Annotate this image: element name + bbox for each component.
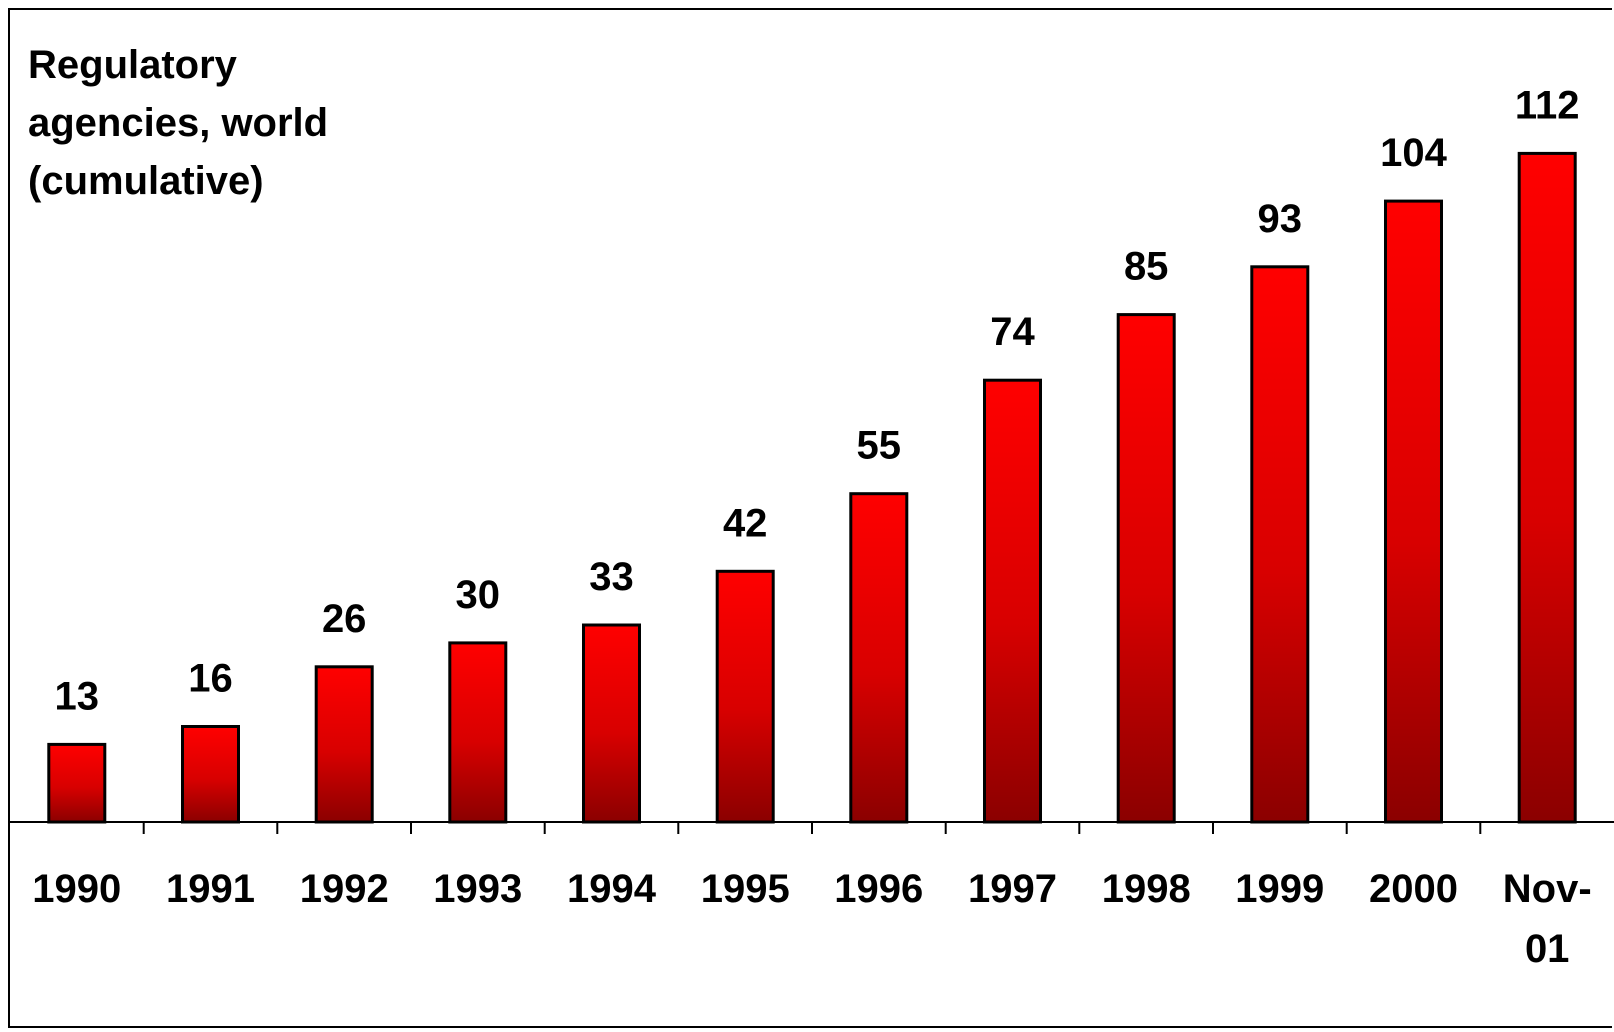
x-tick-label: Nov-01 (1503, 867, 1592, 971)
data-label: 26 (322, 597, 367, 641)
data-label: 42 (723, 501, 768, 545)
bar-1992 (314, 665, 374, 824)
x-tick-label: 1994 (567, 867, 657, 911)
x-axis: 1990 1991 1992 1993 1994 1995 1996 1997 1998 1999… (10, 821, 1614, 971)
x-tick-label: 2000 (1369, 867, 1458, 911)
bar-1995 (715, 569, 775, 824)
x-tick-label: 1996 (834, 867, 923, 911)
data-label: 33 (589, 555, 634, 599)
chart-frame (8, 8, 1612, 1028)
bar-1997 (983, 378, 1042, 824)
data-label: 104 (1380, 131, 1447, 175)
data-label: 16 (188, 657, 233, 701)
x-tick-label: 1992 (300, 867, 389, 911)
data-label: 30 (456, 573, 501, 617)
chart-title-line: Regulatory (28, 43, 238, 87)
x-tick-label: 1991 (166, 867, 255, 911)
bar-2000 (1384, 199, 1443, 824)
data-label: 74 (990, 310, 1035, 354)
bar-1999 (1250, 265, 1310, 824)
bar-1993 (448, 641, 508, 824)
data-label: 93 (1258, 197, 1303, 241)
data-label: 85 (1124, 245, 1169, 289)
bar-1991 (181, 725, 240, 824)
data-label: 13 (55, 674, 100, 718)
chart-title-line: agencies, world (28, 101, 328, 145)
chart-title: Regulatory agencies, world (cumulative) (28, 43, 328, 203)
x-tick-label: 1998 (1102, 867, 1191, 911)
x-tick-label: 1999 (1235, 867, 1324, 911)
bar-1990 (47, 742, 107, 824)
labels-group: 13 16 26 30 33 42 55 74 85 93 104 112 (55, 83, 1580, 718)
chart-title-line: (cumulative) (28, 159, 264, 203)
bar-1994 (582, 623, 641, 824)
bar-1998 (1116, 313, 1176, 824)
bar-nov-01 (1517, 151, 1577, 824)
x-tick-label: 1997 (968, 867, 1057, 911)
x-tick-label: 1990 (32, 867, 121, 911)
x-tick-label: 1995 (701, 867, 790, 911)
bar-1996 (849, 492, 909, 824)
data-label: 55 (857, 424, 902, 468)
data-label: 112 (1515, 83, 1580, 127)
x-tick-label: 1993 (433, 867, 522, 911)
bars-group (47, 151, 1577, 824)
